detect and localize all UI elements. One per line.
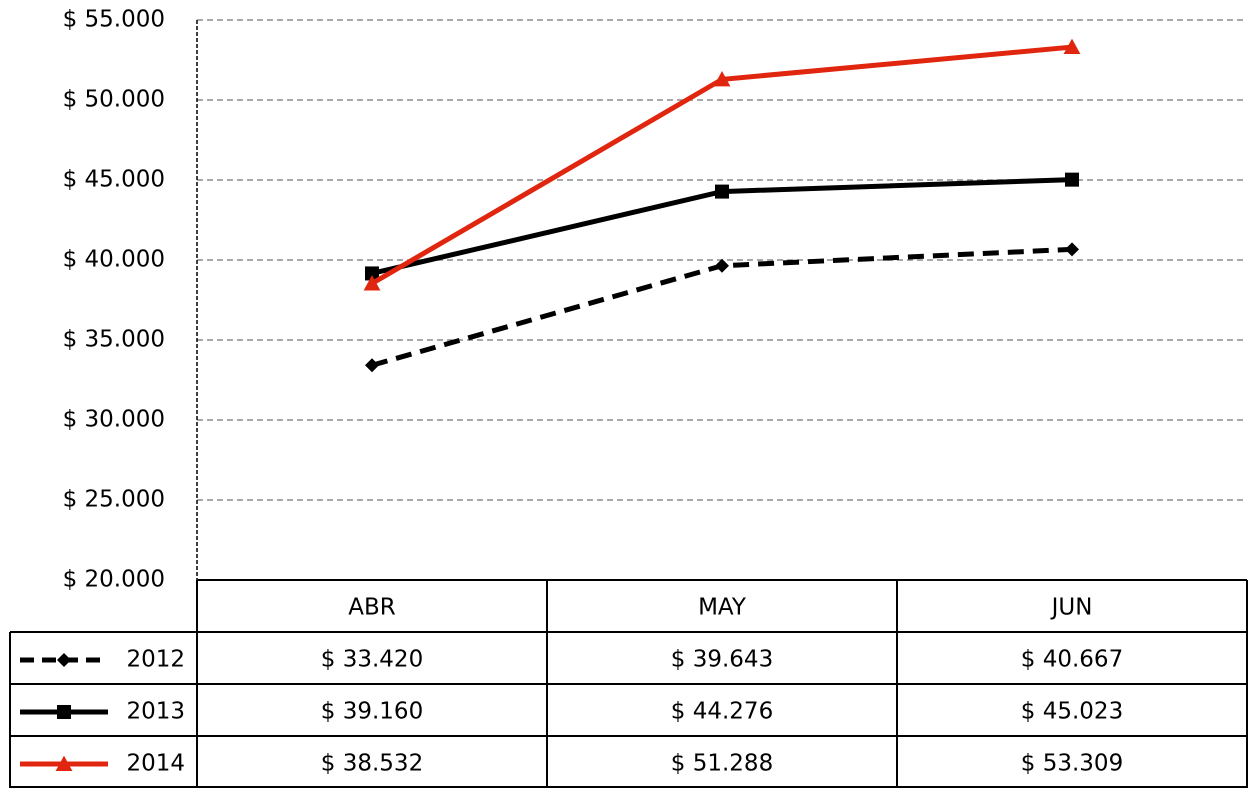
data-table-cell: $ 45.023 xyxy=(1021,699,1123,725)
y-tick-label: $ 55.000 xyxy=(63,7,165,33)
y-tick-label: $ 20.000 xyxy=(63,567,165,593)
data-table-cell: $ 33.420 xyxy=(321,647,423,673)
marker xyxy=(55,755,73,771)
marker xyxy=(715,258,729,273)
data-table-cell: $ 40.667 xyxy=(1021,647,1123,673)
legend-label: 2012 xyxy=(126,647,185,673)
legend-label: 2014 xyxy=(126,751,185,777)
y-tick-label: $ 25.000 xyxy=(63,487,165,513)
data-table-cell: $ 38.532 xyxy=(321,751,423,777)
marker xyxy=(1063,38,1081,55)
data-table-cell: $ 39.160 xyxy=(321,699,423,725)
legend-label: 2013 xyxy=(126,699,185,725)
x-tick-label: MAY xyxy=(698,595,747,621)
data-table-cell: $ 51.288 xyxy=(671,751,773,777)
x-tick-label: JUN xyxy=(1050,595,1093,621)
marker xyxy=(713,70,731,87)
y-tick-label: $ 45.000 xyxy=(63,167,165,193)
marker xyxy=(57,705,71,719)
marker xyxy=(715,184,729,199)
y-tick-label: $ 50.000 xyxy=(63,87,165,113)
marker xyxy=(57,653,71,667)
y-tick-label: $ 40.000 xyxy=(63,247,165,273)
marker xyxy=(363,275,381,291)
data-table-cell: $ 39.643 xyxy=(671,647,773,673)
x-tick-label: ABR xyxy=(348,595,396,621)
marker xyxy=(365,358,379,373)
marker xyxy=(1065,242,1079,257)
y-tick-label: $ 35.000 xyxy=(63,327,165,353)
data-table-cell: $ 53.309 xyxy=(1021,751,1123,777)
data-table-cell: $ 44.276 xyxy=(671,699,773,725)
marker xyxy=(365,266,379,281)
marker xyxy=(1065,172,1079,187)
y-tick-label: $ 30.000 xyxy=(63,407,165,433)
